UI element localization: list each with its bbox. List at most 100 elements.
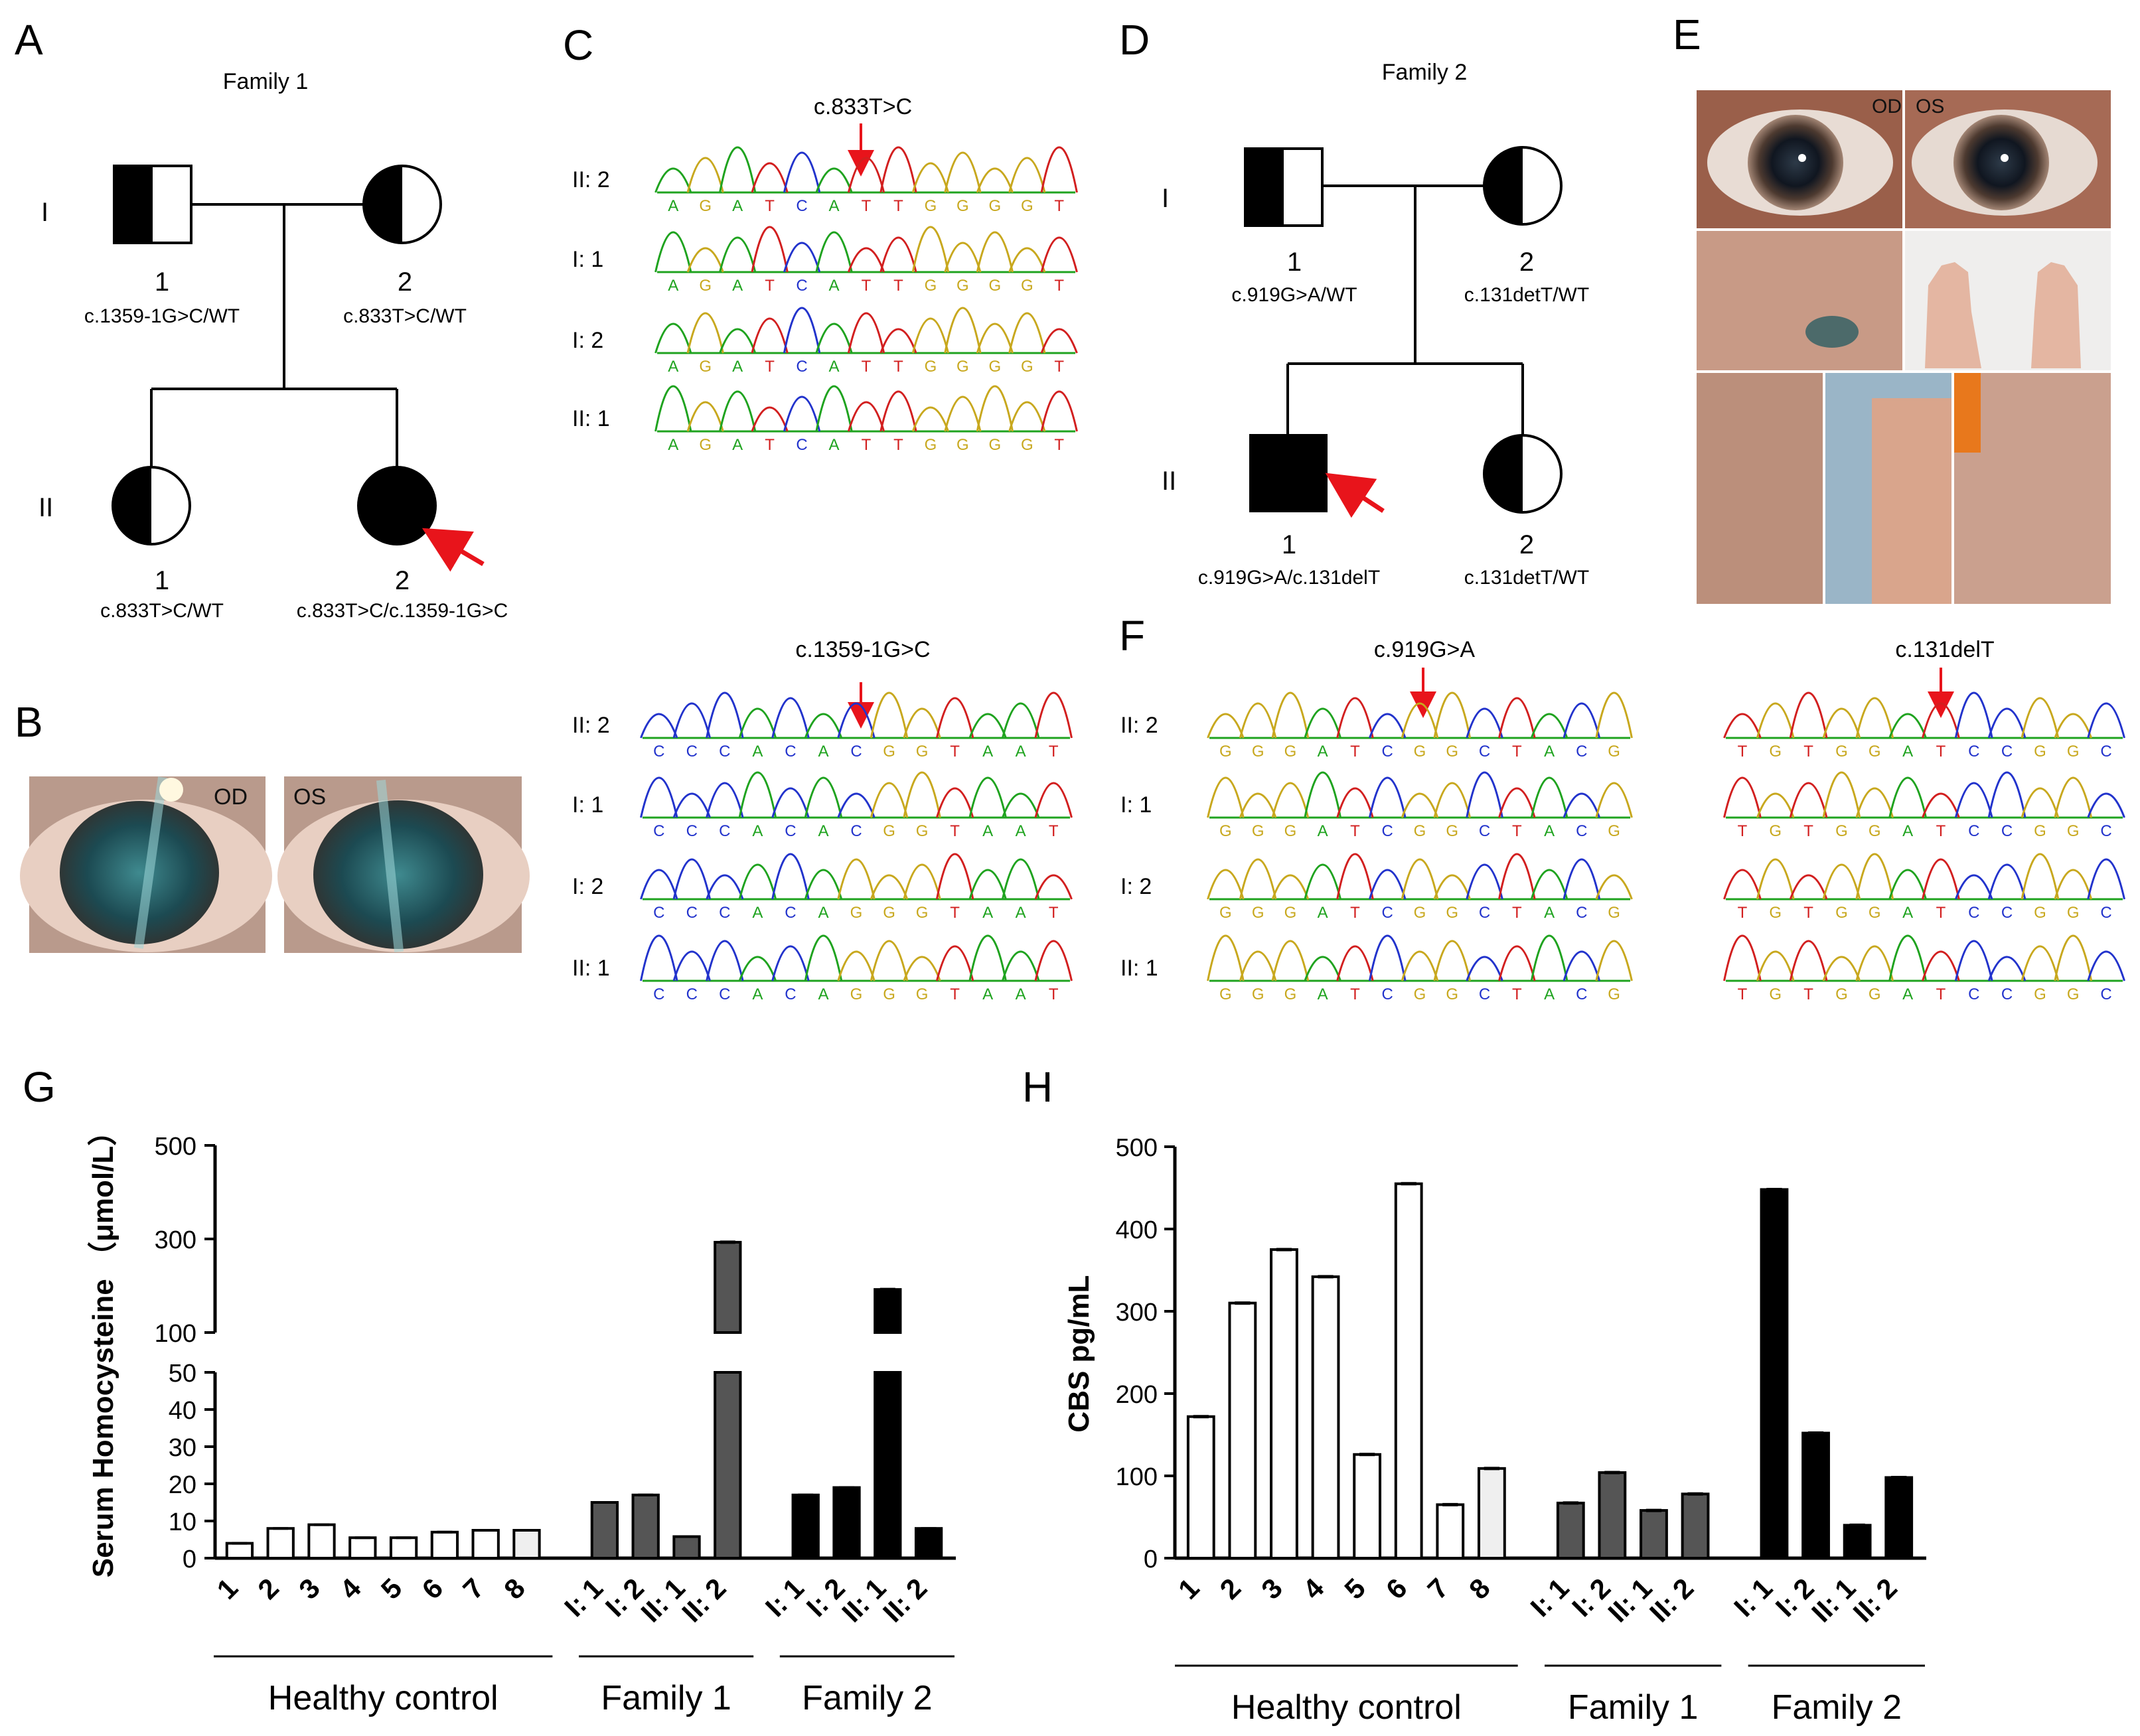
pedigree1-I2-symbol (362, 165, 442, 244)
trace-peak (1498, 853, 1536, 900)
trace-peak (1304, 771, 1341, 818)
bar (914, 1527, 943, 1559)
trace-base: G (1252, 743, 1264, 760)
trace-row-label: I: 2 (1120, 874, 1152, 899)
trace-base: T (1803, 904, 1813, 922)
group-label: Family 1 (1568, 1688, 1698, 1727)
trace-peak (1498, 787, 1536, 818)
trace-peak (1401, 702, 1439, 739)
trace-base: A (668, 436, 678, 454)
photo-os-label: OS (1916, 96, 1944, 117)
bar (1270, 1248, 1298, 1559)
trace-base: G (1869, 743, 1881, 760)
trace-peak (1987, 771, 2026, 818)
trace-peak (1239, 702, 1277, 739)
bar (512, 1529, 541, 1559)
trace-base: G (1252, 904, 1264, 922)
trace-peak (815, 167, 853, 193)
c-top-traces: II: 2 A G A T C A T T G G G G T I: 1 A G A T C A T T G G G G T I: 2 A… (572, 146, 1078, 454)
x-tick-label: 1 (211, 1572, 244, 1605)
trace-base: A (829, 277, 840, 295)
trace-peak (1822, 956, 1861, 981)
trace-peak (771, 787, 810, 818)
bar (1598, 1471, 1627, 1560)
trace-base: A (752, 743, 763, 760)
trace-peak (1369, 713, 1407, 739)
trace-peak (1922, 950, 1960, 981)
pedigree2-I1-genotype: c.919G>A/WT (1231, 284, 1357, 306)
trace-base: T (1936, 904, 1946, 922)
trace-peak (2021, 853, 2060, 900)
pedigree2-II2-genotype: c.131detT/WT (1464, 567, 1589, 589)
group-label: Healthy control (268, 1679, 498, 1717)
trace-base: C (1479, 822, 1490, 840)
trace-base: G (1219, 743, 1232, 760)
pedigree2-I2-symbol (1483, 146, 1563, 226)
pedigree2-title: Family 2 (1382, 60, 1467, 85)
trace-base: T (950, 743, 960, 760)
pedigree1-I1-symbol (113, 165, 192, 244)
trace-peak (804, 776, 843, 818)
trace-peak (815, 231, 853, 273)
y-tick-label: 0 (183, 1546, 196, 1573)
trace-base: G (1446, 743, 1458, 760)
x-tick-label: 1 (1172, 1572, 1205, 1605)
trace-base: C (719, 904, 730, 922)
trace-row-label: I: 2 (572, 874, 603, 899)
trace-base: G (1446, 985, 1458, 1003)
trace-base: C (2001, 985, 2013, 1003)
trace-peak (2054, 869, 2093, 900)
trace-base: G (2034, 822, 2046, 840)
trace-peak (2054, 934, 2093, 981)
trace-base: T (893, 358, 903, 376)
trace-peak (1888, 776, 1927, 818)
trace-base: A (1318, 743, 1328, 760)
trace-base: T (950, 985, 960, 1003)
trace-row-label: II: 2 (572, 713, 610, 738)
panel-d: D Family 2 I II 1 c.919G>A/WT 2 c.131det… (1119, 16, 1589, 589)
y-tick-label: 40 (169, 1397, 196, 1425)
panel-label-a: A (15, 16, 43, 64)
trace-peak (870, 782, 909, 818)
trace-peak (2087, 950, 2125, 981)
trace-peak (686, 312, 724, 354)
trace-peak (1789, 940, 1828, 981)
trace-base: C (686, 822, 698, 840)
x-tick-label: II: 2 (676, 1572, 731, 1628)
pedigree2-I1-symbol (1244, 147, 1324, 227)
trace-base: G (1835, 822, 1848, 840)
trace-base: C (1479, 985, 1490, 1003)
trace-base: G (1021, 358, 1033, 376)
trace-peak (2054, 713, 2093, 739)
y-tick-label: 500 (1116, 1134, 1158, 1162)
trace-peak (1401, 858, 1439, 900)
photo-face-hands (1697, 231, 2111, 370)
trace-peak (1723, 713, 1762, 739)
trace-base: C (1479, 743, 1490, 760)
trace-base: C (1576, 904, 1587, 922)
trace-peak (1954, 782, 1993, 818)
y-tick-label: 400 (1116, 1216, 1158, 1244)
trace-peak (1595, 782, 1633, 818)
trace-base: G (1769, 743, 1782, 760)
trace-base: C (719, 743, 730, 760)
trace-base: G (989, 197, 1002, 215)
trace-base: T (893, 436, 903, 454)
pedigree2-I2-id: 2 (1519, 248, 1534, 277)
x-tick-label: I: 1 (1728, 1572, 1778, 1623)
trace-peak (879, 236, 917, 273)
trace-base: G (850, 985, 863, 1003)
trace-base: G (956, 197, 969, 215)
trace-peak (968, 776, 1007, 818)
trace-peak (640, 869, 678, 900)
trace-peak (2087, 792, 2125, 818)
x-tick-label: 8 (1463, 1572, 1496, 1605)
trace-base: A (1318, 904, 1328, 922)
trace-base: A (752, 904, 763, 922)
trace-peak (1756, 858, 1795, 900)
trace-peak (1855, 853, 1894, 900)
trace-base: C (686, 904, 698, 922)
x-tick-label: I: 2 (599, 1572, 650, 1623)
trace-peak (879, 328, 917, 354)
trace-peak (1336, 945, 1374, 981)
